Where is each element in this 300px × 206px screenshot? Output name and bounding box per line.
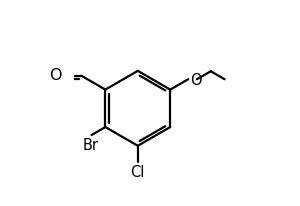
Text: Br: Br (83, 138, 99, 153)
Text: O: O (49, 68, 61, 83)
Text: Cl: Cl (130, 164, 145, 179)
Text: O: O (190, 72, 202, 87)
